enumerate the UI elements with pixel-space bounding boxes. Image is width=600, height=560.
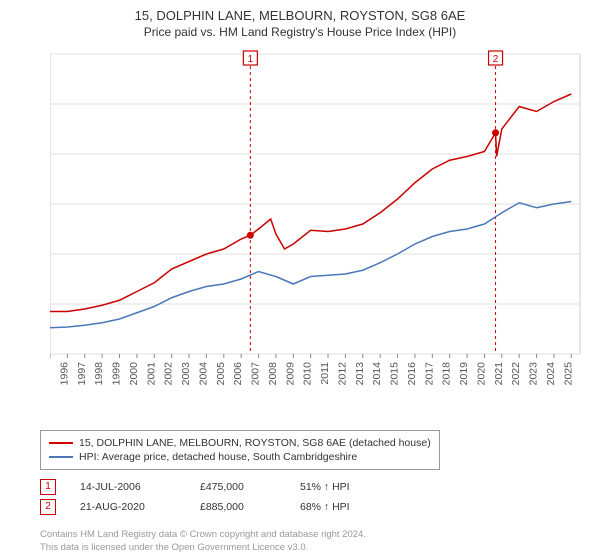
svg-text:2012: 2012 (336, 362, 348, 386)
svg-text:2014: 2014 (371, 362, 383, 386)
svg-text:2008: 2008 (267, 362, 279, 386)
legend-label: HPI: Average price, detached house, Sout… (79, 451, 357, 463)
legend-swatch (49, 456, 73, 458)
legend-label: 15, DOLPHIN LANE, MELBOURN, ROYSTON, SG8… (79, 437, 431, 449)
svg-text:1999: 1999 (111, 362, 123, 386)
title-address: 15, DOLPHIN LANE, MELBOURN, ROYSTON, SG8… (0, 8, 600, 23)
footer-line1: Contains HM Land Registry data © Crown c… (40, 529, 366, 541)
svg-text:2: 2 (493, 54, 499, 65)
svg-text:2023: 2023 (528, 362, 540, 386)
marker-table: 1 14-JUL-2006£475,00051% ↑ HPI 2 21-AUG-202… (40, 475, 400, 519)
svg-text:2025: 2025 (562, 362, 574, 386)
svg-text:1995: 1995 (50, 362, 53, 386)
svg-text:2019: 2019 (458, 362, 470, 386)
marker-index-box: 1 (40, 479, 56, 495)
marker-price: £475,000 (200, 481, 300, 493)
svg-text:2009: 2009 (284, 362, 296, 386)
marker-row: 1 14-JUL-2006£475,00051% ↑ HPI (40, 479, 400, 495)
svg-text:2022: 2022 (510, 362, 522, 386)
svg-text:2018: 2018 (441, 362, 453, 386)
svg-text:2011: 2011 (319, 362, 331, 385)
svg-text:1997: 1997 (76, 362, 88, 386)
svg-text:2015: 2015 (389, 362, 401, 386)
legend-swatch (49, 442, 73, 444)
svg-text:2007: 2007 (250, 362, 262, 386)
svg-text:2013: 2013 (354, 362, 366, 386)
svg-text:2006: 2006 (232, 362, 244, 386)
svg-text:2000: 2000 (128, 362, 140, 386)
svg-text:1996: 1996 (58, 362, 70, 386)
legend: 15, DOLPHIN LANE, MELBOURN, ROYSTON, SG8… (40, 430, 440, 470)
chart-container: 15, DOLPHIN LANE, MELBOURN, ROYSTON, SG8… (0, 0, 600, 560)
svg-text:2001: 2001 (145, 362, 157, 386)
chart-svg: £0£200K£400K£600K£800K£1M£1.2M1995199619… (50, 48, 590, 398)
marker-pct: 68% ↑ HPI (300, 501, 400, 513)
svg-text:2005: 2005 (215, 362, 227, 386)
title-block: 15, DOLPHIN LANE, MELBOURN, ROYSTON, SG8… (0, 0, 600, 39)
svg-text:2003: 2003 (180, 362, 192, 386)
svg-text:1998: 1998 (93, 362, 105, 386)
svg-text:2002: 2002 (163, 362, 175, 386)
svg-text:2010: 2010 (302, 362, 314, 386)
svg-text:2020: 2020 (475, 362, 487, 386)
marker-row: 2 21-AUG-2020£885,00068% ↑ HPI (40, 499, 400, 515)
svg-text:2017: 2017 (423, 362, 435, 386)
svg-text:2016: 2016 (406, 362, 418, 386)
svg-text:2004: 2004 (197, 362, 209, 386)
marker-date: 21-AUG-2020 (80, 501, 200, 513)
footer-attribution: Contains HM Land Registry data © Crown c… (40, 529, 366, 554)
title-subtitle: Price paid vs. HM Land Registry's House … (0, 25, 600, 39)
footer-line2: This data is licensed under the Open Gov… (40, 542, 366, 554)
marker-index-box: 2 (40, 499, 56, 515)
svg-text:1: 1 (248, 54, 254, 65)
legend-item: HPI: Average price, detached house, Sout… (49, 451, 431, 463)
marker-price: £885,000 (200, 501, 300, 513)
legend-item: 15, DOLPHIN LANE, MELBOURN, ROYSTON, SG8… (49, 437, 431, 449)
marker-date: 14-JUL-2006 (80, 481, 200, 493)
svg-text:2024: 2024 (545, 362, 557, 386)
marker-pct: 51% ↑ HPI (300, 481, 400, 493)
svg-text:2021: 2021 (493, 362, 505, 386)
